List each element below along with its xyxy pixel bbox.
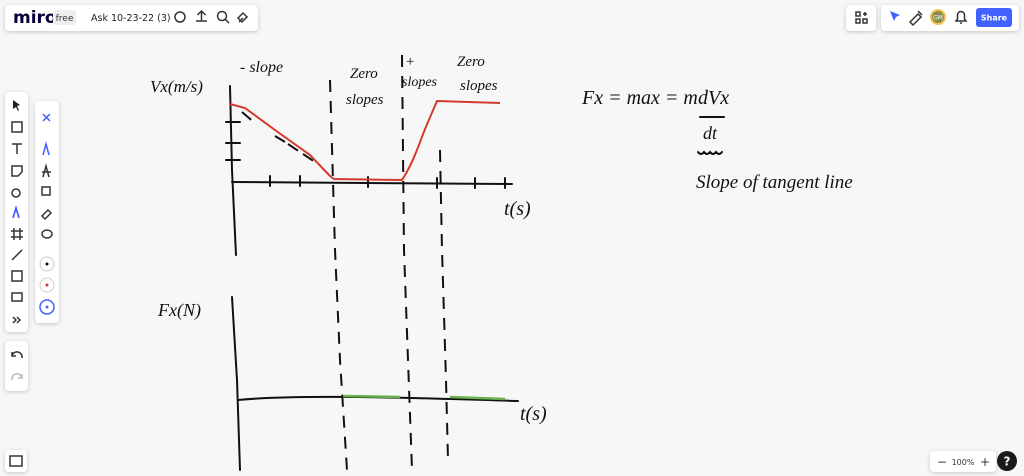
more-tools[interactable]: [12, 316, 22, 324]
velocity-x-axis: [231, 181, 513, 185]
force-y-axis: [231, 296, 241, 471]
close-pen[interactable]: [42, 113, 51, 122]
velocity-y-ticks: [225, 121, 241, 161]
equation: Fx = max = m: [581, 87, 698, 109]
tangent-note: Slope of tangent line: [696, 172, 853, 193]
shapes-tool[interactable]: [11, 188, 21, 198]
search-handle: [224, 18, 230, 24]
sketch: Vx(m/s) - slope Zero slopes + slopes Zer…: [150, 54, 853, 471]
zoom-panel: [930, 451, 996, 472]
cursor-icon[interactable]: [890, 11, 900, 21]
apps-panel: [846, 5, 876, 31]
bolt-icon[interactable]: [236, 11, 249, 24]
time-axis-label-1: t(s): [504, 198, 531, 220]
pos-slopes-line-2: slopes: [402, 75, 438, 90]
zero-force-segments: [342, 394, 506, 401]
undo-panel: [5, 341, 28, 391]
zoom-level[interactable]: 100%: [952, 458, 975, 467]
divider-2: [401, 54, 413, 471]
derivative-denominator: dt: [703, 123, 718, 143]
undo[interactable]: [11, 351, 23, 359]
force-axis-label: Fx(N): [157, 300, 201, 321]
plan-badge: [53, 10, 76, 25]
logo[interactable]: miro: [13, 8, 57, 28]
upload-tool[interactable]: [11, 270, 23, 282]
apps-icon[interactable]: [855, 11, 868, 24]
underline-squiggle: [697, 150, 723, 155]
velocity-x-ticks: [269, 175, 506, 189]
zero-slopes-1-line-1: Zero: [350, 66, 378, 82]
lasso-option[interactable]: [41, 229, 53, 239]
notifications-icon[interactable]: [954, 10, 968, 24]
highlighter-option[interactable]: [41, 186, 51, 196]
zero-slopes-2-line-2: slopes: [460, 78, 498, 94]
search-icon[interactable]: [216, 10, 228, 22]
pen-tool[interactable]: [12, 204, 20, 219]
plan: free: [56, 14, 74, 24]
velocity-axis-label: Vx(m/s): [150, 77, 203, 96]
reactions-icon[interactable]: [908, 10, 923, 27]
sidebar-toggle[interactable]: [9, 455, 23, 467]
board-title[interactable]: Ask 10-23-22 (3): [91, 13, 171, 24]
blue-dot: [45, 305, 49, 309]
marker-option[interactable]: [42, 163, 51, 178]
velocity-y-axis: [229, 85, 237, 256]
divider-1: [329, 79, 348, 471]
divider-3: [439, 149, 449, 461]
comment-tool[interactable]: [11, 292, 23, 302]
sidebar-panel: [5, 450, 27, 472]
pen-options: [39, 113, 55, 315]
black-dot: [45, 262, 49, 266]
crop-tool[interactable]: [11, 228, 23, 240]
redo[interactable]: [11, 373, 23, 381]
zoom-in[interactable]: +: [980, 455, 990, 469]
select-tool[interactable]: [13, 100, 20, 111]
zero-slopes-2-line-1: Zero: [457, 54, 485, 70]
avatar[interactable]: [930, 9, 946, 25]
help-label: ?: [1004, 455, 1011, 469]
velocity-curve: [229, 99, 501, 182]
negative-slope-label: - slope: [240, 59, 283, 76]
avatar-initials: GM: [933, 15, 943, 22]
tangent-dashes: [241, 111, 316, 163]
red-dot: [45, 283, 49, 287]
frame-tool[interactable]: [11, 121, 23, 133]
pos-slopes-line-1: +: [405, 54, 415, 70]
toolbar-icons: [11, 100, 23, 324]
sticky-tool[interactable]: [11, 165, 23, 177]
derivative-numerator: dVx: [698, 87, 729, 109]
eraser-option[interactable]: [40, 208, 53, 221]
help-button[interactable]: [997, 451, 1017, 471]
zoom-out[interactable]: −: [937, 455, 947, 469]
share-button[interactable]: [976, 8, 1012, 27]
pen-option[interactable]: [42, 141, 50, 156]
export-icon[interactable]: [196, 9, 207, 22]
text-tool[interactable]: [12, 143, 22, 154]
line-tool[interactable]: [11, 249, 23, 261]
board-actions: [174, 9, 249, 24]
settings-icon[interactable]: [174, 11, 186, 23]
share-label: Share: [981, 14, 1008, 23]
time-axis-label-2: t(s): [520, 403, 547, 425]
zero-slopes-1-line-2: slopes: [346, 92, 384, 108]
